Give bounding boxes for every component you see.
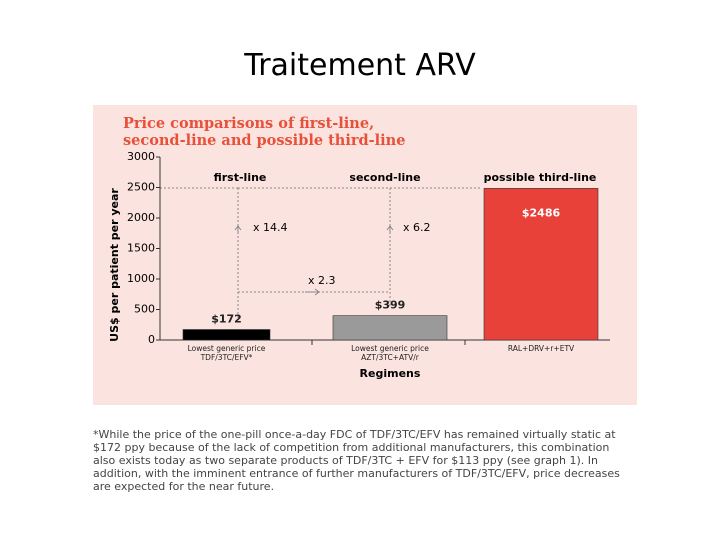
arrow [386,224,394,232]
y-tick-label: 3000 [127,150,155,163]
arrow [305,288,321,296]
x-tick-label cat: RAL+DRV+r+ETV [507,344,575,353]
value-label: $172 [211,313,242,326]
annotation: x 2.3 [308,274,336,287]
y-tick-label: 0 [148,333,155,346]
bar [182,329,271,341]
x-tick-label cat: Lowest generic price AZT/3TC+ATV/r [351,344,429,362]
section-label: possible third-line [484,171,597,184]
footnote: *While the price of the one-pill once-a-… [93,428,620,493]
arrow [234,224,242,232]
chart-title: Price comparisons of first-line, second-… [123,115,406,149]
x-tick-label cat: Lowest generic price TDF/3TC/EFV* [187,344,266,362]
annotation: x 6.2 [403,221,431,234]
y-tick-label: 1500 [127,242,155,255]
bar [483,188,599,341]
y-axis-label: US$ per patient per year [108,188,121,342]
y-tick-label: 1000 [127,272,155,285]
x-axis-label: Regimens [360,367,421,380]
y-tick-label: 2000 [127,211,155,224]
value-label: $2486 [522,206,561,219]
bar [332,315,448,341]
annotation: x 14.4 [253,221,288,234]
slide-title: Traitement ARV [244,48,476,83]
section-label: first-line [214,171,267,184]
y-tick-label: 2500 [127,181,155,194]
section-label: second-line [349,171,420,184]
y-tick-label: 500 [134,303,155,316]
value-label: $399 [375,299,406,312]
